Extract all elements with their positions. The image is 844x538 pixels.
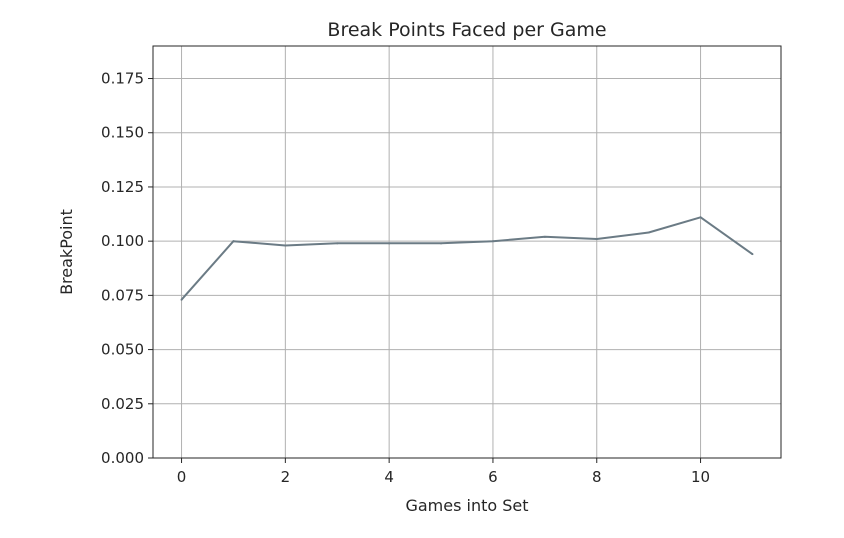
y-axis-label: BreakPoint: [57, 209, 76, 295]
data-point: [388, 242, 391, 245]
x-tick-label: 2: [281, 468, 291, 486]
chart-title: Break Points Faced per Game: [327, 19, 606, 41]
x-axis-label: Games into Set: [405, 496, 528, 515]
x-tick-label: 8: [592, 468, 602, 486]
data-point: [284, 244, 287, 247]
data-point: [232, 240, 235, 243]
data-point: [647, 231, 650, 234]
y-tick-label: 0.075: [101, 286, 144, 304]
data-point: [595, 237, 598, 240]
grid: [153, 46, 781, 459]
y-tick-label: 0.050: [101, 341, 144, 359]
data-point: [336, 242, 339, 245]
y-tick-label: 0.175: [101, 70, 144, 88]
data-point: [543, 235, 546, 238]
x-tick-label: 0: [177, 468, 187, 486]
y-tick-label: 0.000: [101, 449, 144, 467]
ticks: 0 2 4 6 8 10 0.000 0.025 0.050 0.075 0.100 0.125 0.1…: [101, 70, 710, 486]
x-tick-label: 4: [384, 468, 394, 486]
series-layer: [180, 216, 754, 301]
y-tick-label: 0.125: [101, 178, 144, 196]
x-tick-label: 6: [488, 468, 498, 486]
data-point: [180, 298, 183, 301]
data-point: [751, 253, 754, 256]
series-line: [180, 216, 754, 301]
y-tick-label: 0.025: [101, 395, 144, 413]
y-tick-label: 0.100: [101, 232, 144, 250]
plot-frame: [152, 45, 782, 459]
x-tick-label: 10: [691, 468, 710, 486]
y-tick-label: 0.150: [101, 124, 144, 142]
data-point: [440, 242, 443, 245]
data-point: [491, 240, 494, 243]
data-point: [699, 216, 702, 219]
